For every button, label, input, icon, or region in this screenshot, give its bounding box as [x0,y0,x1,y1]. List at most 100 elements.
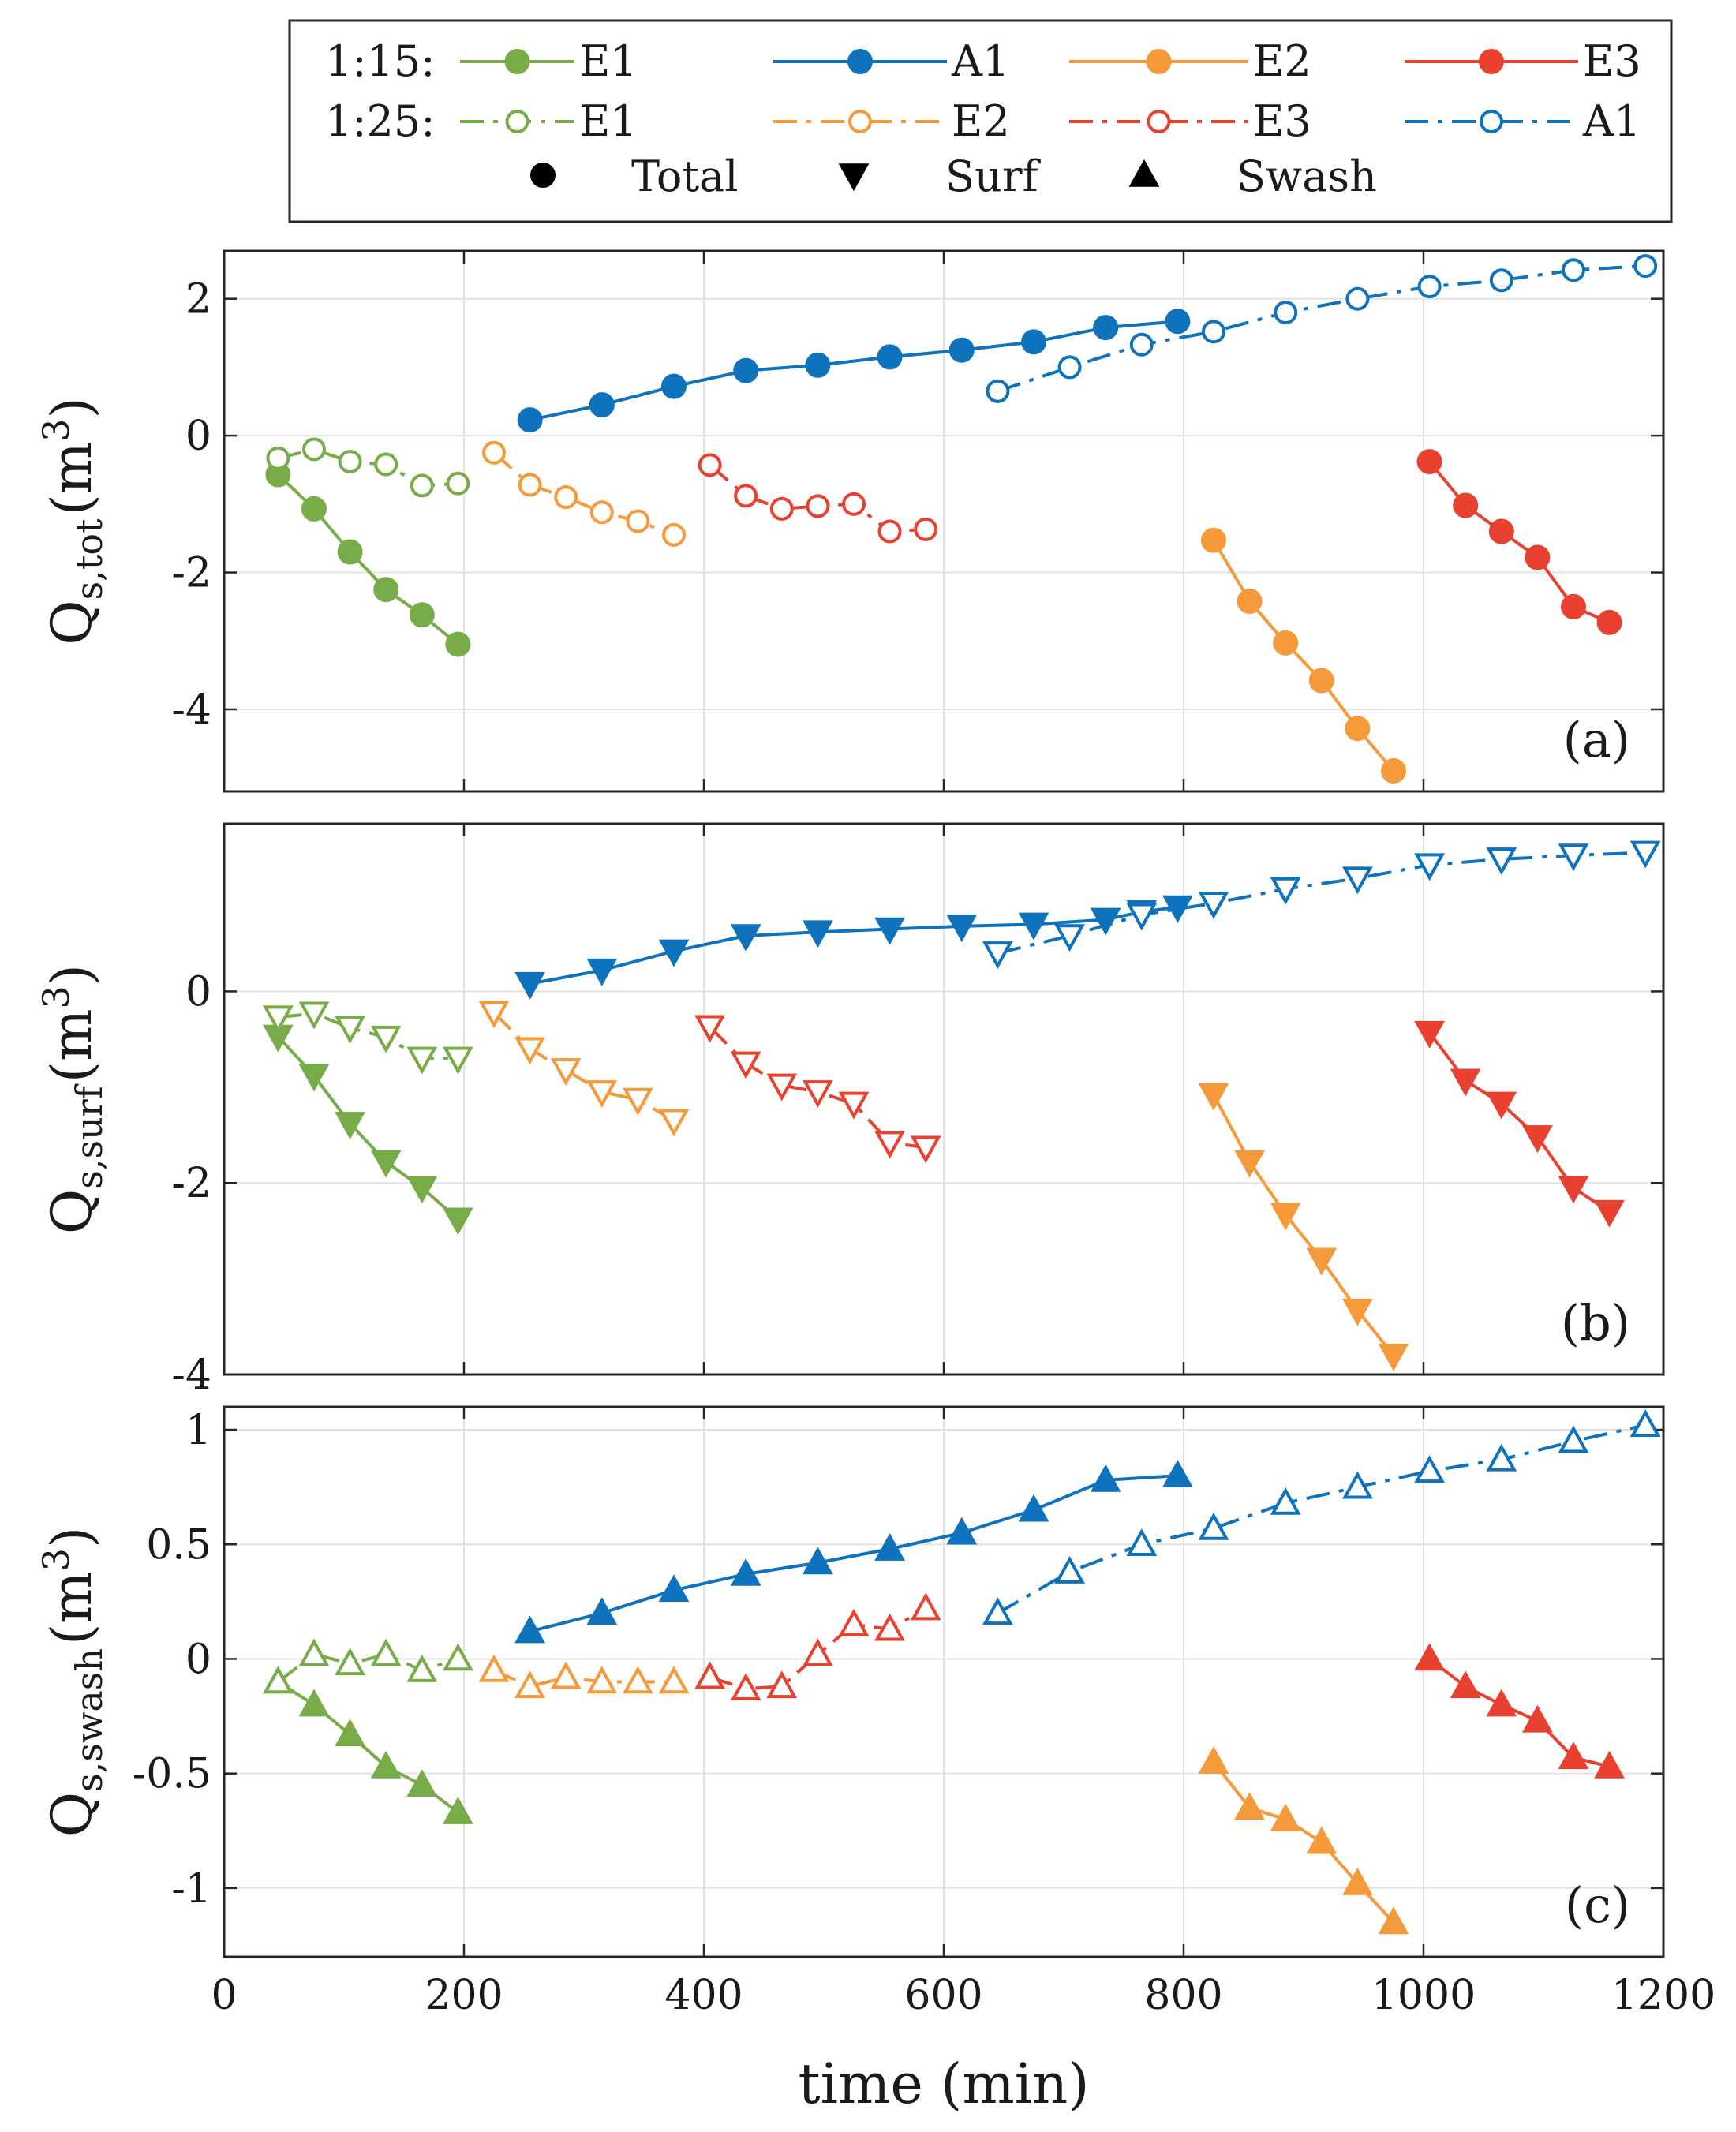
data-point [406,1654,438,1682]
data-point [443,1643,473,1671]
data-point [658,1109,690,1137]
data-point [370,1150,402,1178]
data-point [1198,1512,1229,1540]
data-point [874,917,905,945]
data-point [1054,1555,1085,1584]
y-tick-label: -2 [171,550,211,597]
panel-b: 0 -2 -4 (b) Qs,surf(m3) [35,822,1665,1399]
y-label-close: ) [39,964,104,986]
data-point [1306,1247,1338,1276]
series-E2-1-15 [1201,527,1406,784]
plot-frame [223,1405,1665,1958]
data-point [1378,1343,1409,1371]
data-point [1486,847,1517,876]
data-point [623,1666,653,1694]
data-point [1198,1746,1229,1774]
series-E2-1-25 [478,1001,690,1137]
data-point [1522,1704,1553,1733]
data-point [550,1661,582,1689]
data-point [694,1661,725,1689]
y-label-superscript: 3 [35,1548,77,1571]
y-label-symbol: Q [39,1792,104,1837]
data-point [406,1176,438,1204]
data-point [1234,1792,1265,1820]
legend-row-label: 1:25: [325,96,435,146]
data-point [1633,254,1658,279]
data-point [1558,1741,1589,1770]
legend-marker-A1 [1480,110,1503,133]
series-line [529,1474,1178,1633]
data-point [1018,1494,1049,1522]
legend-marker-E3 [1479,49,1504,74]
data-point [874,1131,905,1159]
y-label-unit: (m [39,1571,104,1645]
legend-entry-A1: A1 [951,36,1009,86]
legend-marker-label: Total [631,151,739,201]
data-point [1486,1091,1517,1120]
y-label-symbol: Q [39,1189,104,1234]
series-line [529,320,1178,422]
data-point [298,1638,330,1666]
data-point [1414,1455,1445,1483]
y-tick-label: 0 [185,968,211,1016]
data-point [1414,1020,1445,1049]
data-point [805,352,831,378]
series-E3-1-25 [694,1015,941,1164]
data-point [335,1719,365,1747]
data-point [335,1648,365,1676]
data-point [1273,630,1299,656]
data-point [1234,1150,1265,1178]
data-point [406,1769,438,1797]
series-group [263,840,1661,1371]
x-tick-label: 0 [211,1972,237,2019]
data-point [874,1613,905,1641]
legend-entry-E1: E1 [579,36,638,86]
legend-row-label: 1:15: [325,36,435,86]
data-point [658,939,690,967]
series-E3-1-15 [1414,1643,1625,1779]
data-point [806,494,830,518]
panel-a: 2 0 -2 -4 (a) Qs,tot(m3) [35,249,1665,793]
data-point [1201,527,1226,553]
legend-marker-circle [530,163,556,188]
legend-marker-E1 [505,110,529,133]
x-tick-label: 200 [425,1972,503,2019]
legend-entry-E2: E2 [1253,36,1311,86]
data-point [338,450,362,474]
data-point [733,357,759,383]
data-point [982,941,1013,969]
data-point [982,1597,1013,1625]
series-group [263,1409,1661,1935]
series-A1-1-25 [982,1409,1661,1625]
data-point [589,392,615,418]
series-line [492,451,675,537]
data-point [1270,877,1301,905]
data-point [1525,544,1551,570]
plot-frame [223,249,1665,793]
data-point [658,1574,690,1603]
data-point [1090,907,1121,936]
data-point [406,1046,438,1075]
data-point [589,500,614,525]
data-point [370,1638,402,1666]
data-point [335,1112,365,1140]
series-E1-1-25 [263,1638,473,1694]
data-point [443,1046,473,1075]
data-point [1416,449,1442,475]
panels: 20-2-4(a)Qs,tot(m3)0-2-4(b)Qs,surf(m3)10… [35,249,1715,2019]
data-point [514,971,545,1000]
series-line [997,264,1646,393]
data-point [730,1558,761,1586]
data-point [1450,1068,1481,1097]
legend-marker-E3 [1147,110,1171,133]
data-point [1165,309,1191,335]
ticks: 2 0 -2 -4 [171,251,1665,791]
y-label-subscript: s,tot [68,518,110,600]
data-point [514,1615,545,1644]
series-E3-1-15 [1416,449,1622,635]
data-point [1561,593,1586,619]
data-point [1381,757,1406,784]
data-point [1126,903,1158,931]
data-point [946,915,978,943]
data-point [586,958,618,986]
